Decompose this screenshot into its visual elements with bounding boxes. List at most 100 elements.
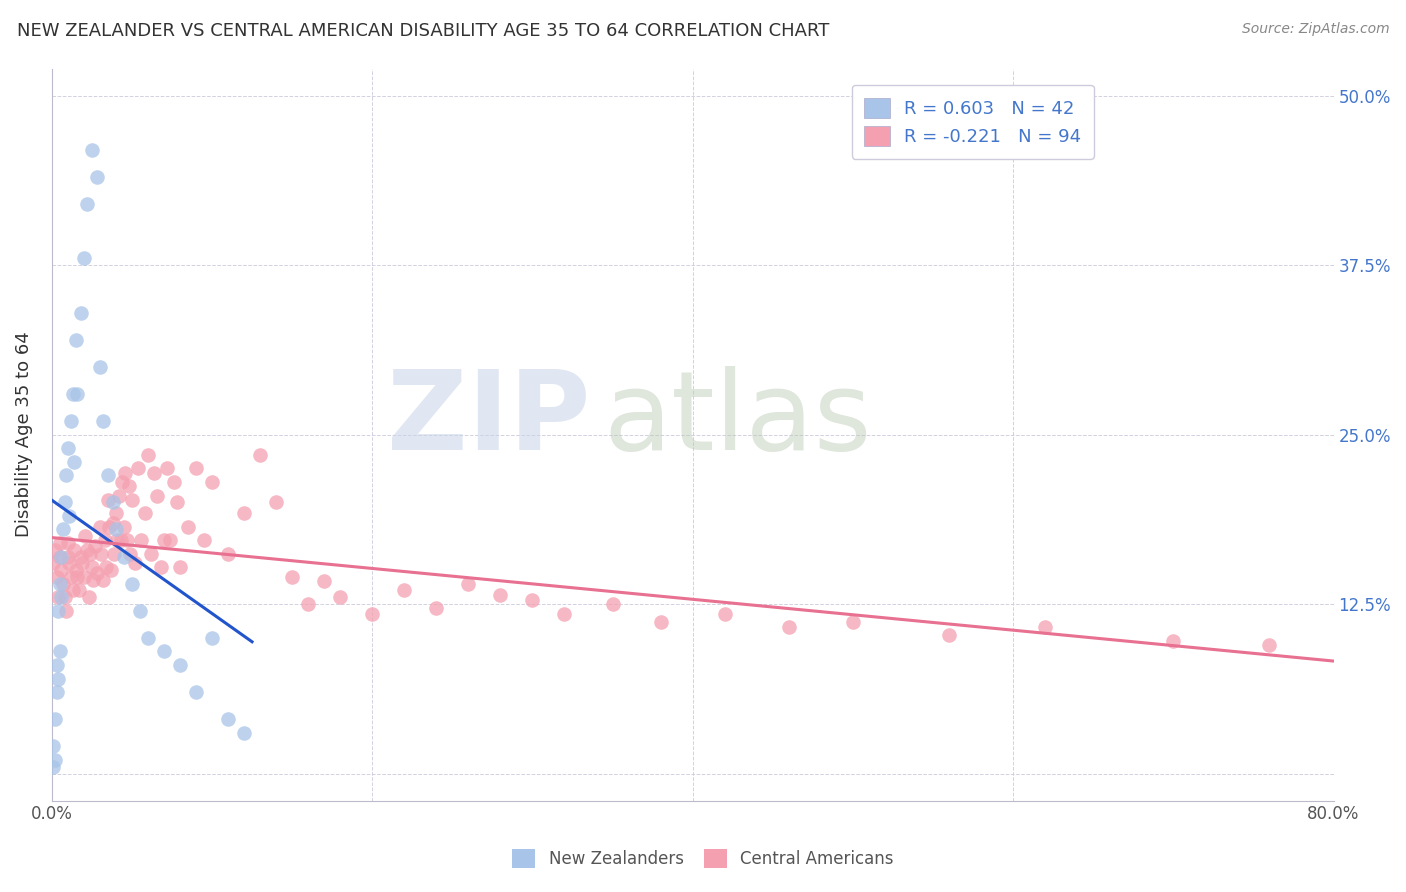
Point xyxy=(53,495,76,509)
Legend: R = 0.603   N = 42, R = -0.221   N = 94: R = 0.603 N = 42, R = -0.221 N = 94 xyxy=(852,85,1094,159)
Point xyxy=(49,576,72,591)
Point xyxy=(713,607,735,621)
Point xyxy=(121,492,143,507)
Text: NEW ZEALANDER VS CENTRAL AMERICAN DISABILITY AGE 35 TO 64 CORRELATION CHART: NEW ZEALANDER VS CENTRAL AMERICAN DISABI… xyxy=(17,22,830,40)
Point xyxy=(58,557,80,571)
Point xyxy=(46,604,69,618)
Point xyxy=(153,644,176,658)
Point xyxy=(361,607,384,621)
Point xyxy=(177,520,200,534)
Point xyxy=(143,466,166,480)
Point xyxy=(91,573,114,587)
Point xyxy=(128,604,150,618)
Point xyxy=(66,570,89,584)
Point xyxy=(80,143,103,157)
Point xyxy=(131,533,153,548)
Point xyxy=(62,583,84,598)
Point xyxy=(65,333,87,347)
Legend: New Zealanders, Central Americans: New Zealanders, Central Americans xyxy=(505,843,901,875)
Point xyxy=(67,583,90,598)
Point xyxy=(1258,638,1281,652)
Point xyxy=(112,520,135,534)
Point xyxy=(139,547,162,561)
Point xyxy=(69,305,91,319)
Point xyxy=(217,547,239,561)
Point xyxy=(98,520,121,534)
Point xyxy=(46,672,69,686)
Point xyxy=(44,712,66,726)
Point xyxy=(134,506,156,520)
Point xyxy=(115,533,138,548)
Point xyxy=(77,591,100,605)
Point xyxy=(75,529,97,543)
Point xyxy=(121,576,143,591)
Point xyxy=(76,197,98,211)
Point xyxy=(108,489,131,503)
Point xyxy=(457,576,479,591)
Point xyxy=(69,549,91,564)
Point xyxy=(45,658,67,673)
Point xyxy=(84,539,107,553)
Point xyxy=(120,547,142,561)
Point xyxy=(124,557,146,571)
Point xyxy=(45,685,67,699)
Point xyxy=(58,508,80,523)
Point xyxy=(51,591,73,605)
Point xyxy=(111,475,134,489)
Point xyxy=(127,461,149,475)
Point xyxy=(76,542,98,557)
Point xyxy=(149,560,172,574)
Point xyxy=(70,557,93,571)
Point xyxy=(49,536,72,550)
Point xyxy=(1161,633,1184,648)
Point xyxy=(42,557,65,571)
Point xyxy=(169,560,191,574)
Point xyxy=(89,359,111,374)
Point xyxy=(63,455,86,469)
Point xyxy=(110,533,132,548)
Point xyxy=(136,631,159,645)
Point xyxy=(90,547,112,561)
Point xyxy=(52,576,75,591)
Point xyxy=(46,591,69,605)
Point xyxy=(201,475,224,489)
Point xyxy=(100,563,122,577)
Point xyxy=(153,533,176,548)
Point xyxy=(842,615,865,629)
Point xyxy=(104,506,127,520)
Point xyxy=(86,566,108,580)
Point xyxy=(55,604,77,618)
Point xyxy=(394,583,416,598)
Point xyxy=(42,760,65,774)
Point xyxy=(107,533,129,548)
Point xyxy=(59,414,82,428)
Point xyxy=(201,631,224,645)
Point xyxy=(329,591,352,605)
Point xyxy=(602,597,624,611)
Text: ZIP: ZIP xyxy=(387,367,591,474)
Point xyxy=(184,685,207,699)
Point xyxy=(55,468,77,483)
Point xyxy=(66,387,89,401)
Point xyxy=(73,252,96,266)
Point xyxy=(159,533,181,548)
Point xyxy=(51,549,73,564)
Point xyxy=(97,492,120,507)
Point xyxy=(553,607,575,621)
Point xyxy=(297,597,319,611)
Point xyxy=(103,547,125,561)
Point xyxy=(82,573,104,587)
Point xyxy=(114,466,136,480)
Point xyxy=(42,739,65,754)
Point xyxy=(156,461,179,475)
Point xyxy=(56,441,79,455)
Point xyxy=(522,593,544,607)
Point xyxy=(49,549,72,564)
Point xyxy=(101,516,124,530)
Point xyxy=(53,591,76,605)
Point xyxy=(1033,620,1056,634)
Point xyxy=(56,536,79,550)
Point xyxy=(193,533,215,548)
Point xyxy=(162,475,184,489)
Point xyxy=(93,533,115,548)
